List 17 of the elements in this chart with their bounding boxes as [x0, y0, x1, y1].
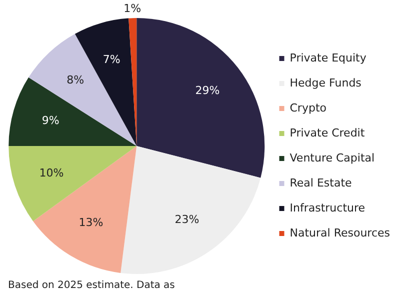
data-label: 8%	[66, 74, 84, 87]
legend-label: Infrastructure	[290, 201, 366, 214]
legend-label: Venture Capital	[290, 151, 375, 164]
legend-label: Private Equity	[290, 51, 367, 64]
data-label: 13%	[78, 216, 104, 229]
data-label: 23%	[174, 212, 200, 226]
data-label: 7%	[102, 52, 120, 66]
legend-label: Natural Resources	[290, 226, 390, 240]
data-label: 10%	[39, 166, 64, 180]
data-label: 9%	[42, 114, 60, 127]
legend-label: Hedge Funds	[290, 76, 362, 90]
data-label: 1%	[124, 2, 142, 15]
legend-label: Real Estate	[290, 176, 352, 190]
legend-label: Crypto	[290, 101, 327, 114]
text: Based on 2025 estimate. Data as	[7, 279, 176, 293]
data-label: 29%	[195, 84, 220, 97]
legend-label: Private Credit	[290, 126, 366, 140]
